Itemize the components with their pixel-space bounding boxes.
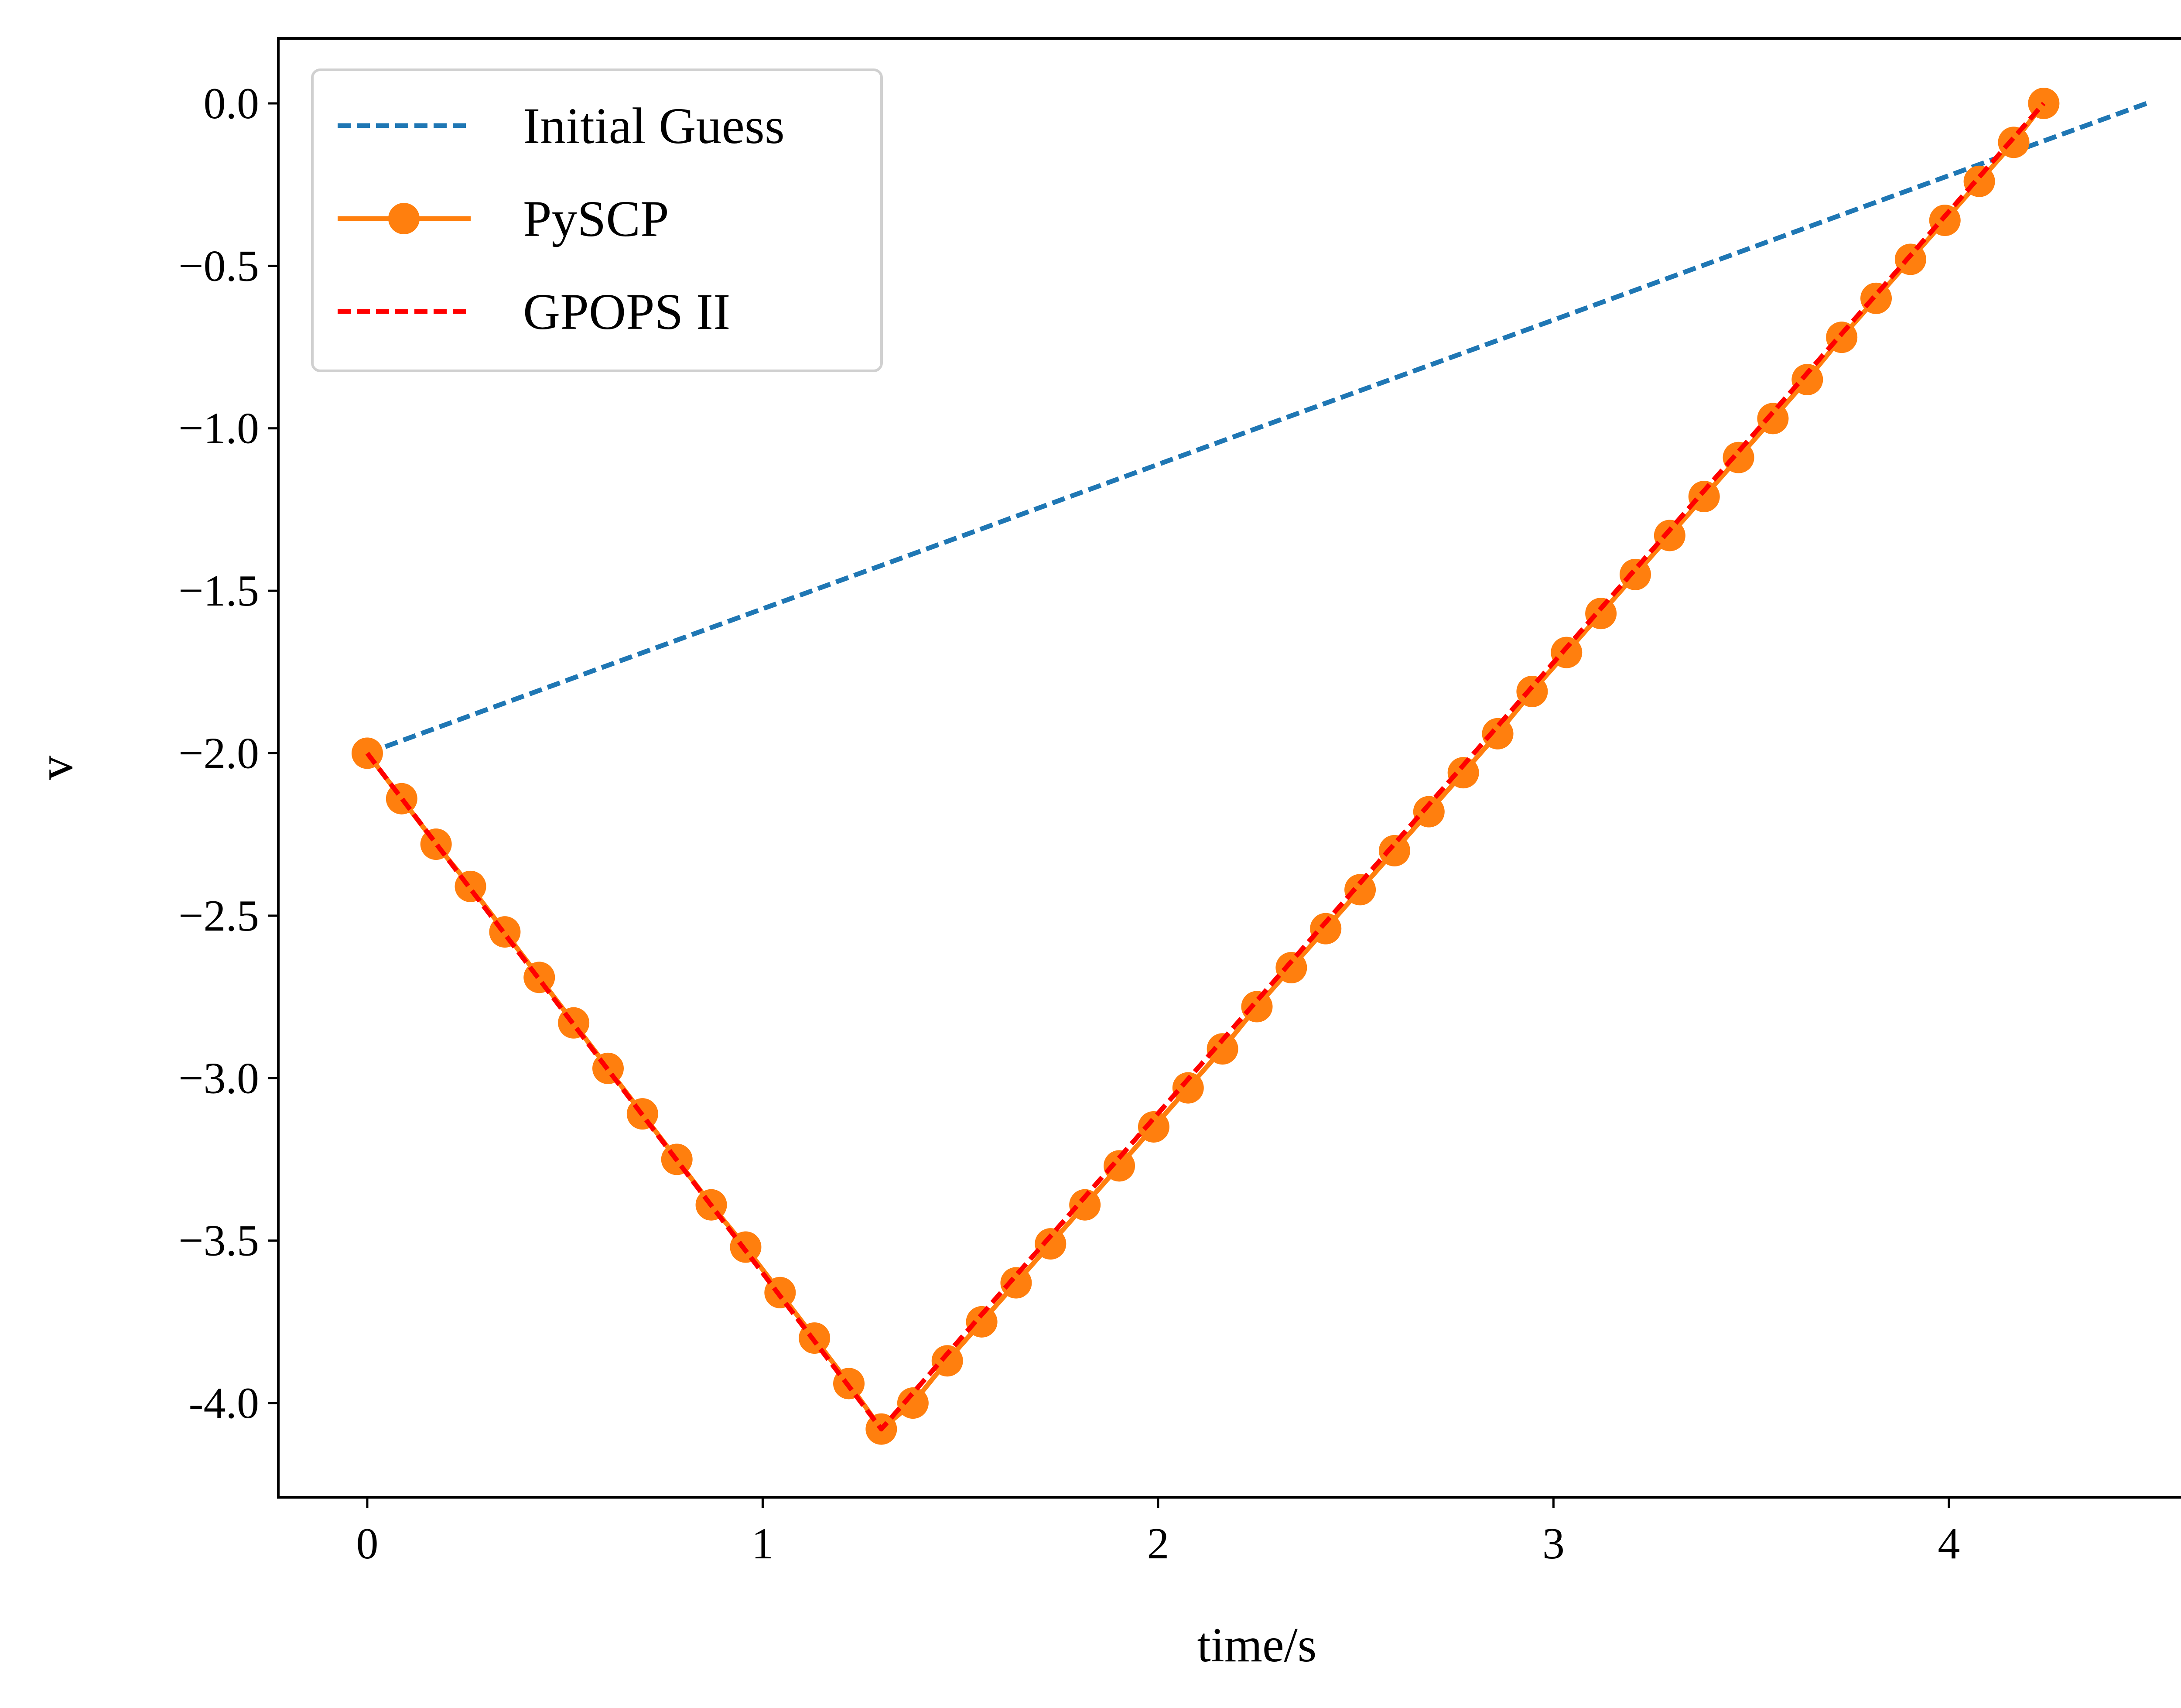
- data-point: [1619, 558, 1651, 590]
- data-point: [1310, 913, 1342, 945]
- y-tick-label: -4.0: [189, 1379, 259, 1428]
- legend: Initial Guess PySCP GPOPS II: [311, 68, 883, 372]
- data-point: [420, 828, 452, 860]
- series-0: [366, 101, 2147, 756]
- x-axis-label: time/s: [1197, 1618, 1317, 1672]
- legend-marker: [388, 203, 420, 234]
- data-point: [1998, 127, 2030, 158]
- x-tick-label: 0: [356, 1519, 378, 1568]
- data-point: [1207, 1033, 1238, 1065]
- y-tick-label: −3.0: [178, 1054, 259, 1103]
- legend-label: Initial Guess: [523, 97, 785, 154]
- legend-entry-1: PySCP: [338, 190, 669, 247]
- x-tick-label: 3: [1542, 1519, 1565, 1568]
- data-point: [1413, 796, 1445, 828]
- data-point: [1723, 442, 1754, 473]
- data-point: [1000, 1267, 1032, 1299]
- data-point: [1551, 637, 1583, 668]
- series-line-0: [366, 101, 2147, 756]
- data-point: [1654, 520, 1685, 551]
- data-point: [931, 1345, 963, 1377]
- y-tick-label: −0.5: [178, 241, 259, 291]
- data-point: [1860, 282, 1892, 314]
- data-point: [1894, 243, 1926, 275]
- y-tick-label: 0.0: [204, 79, 260, 128]
- data-point: [897, 1387, 929, 1419]
- data-point: [558, 1007, 590, 1039]
- data-point: [1378, 835, 1410, 866]
- x-tick-label: 4: [1938, 1519, 1960, 1568]
- legend-label: PySCP: [523, 190, 669, 247]
- legend-label: GPOPS II: [523, 283, 730, 340]
- data-point: [1172, 1072, 1204, 1104]
- data-point: [1482, 718, 1514, 750]
- series-line-2: [365, 102, 2046, 1432]
- data-point: [523, 962, 555, 993]
- data-point: [1791, 364, 1823, 396]
- data-point: [1344, 874, 1376, 906]
- data-point: [1104, 1150, 1135, 1182]
- data-point: [1035, 1228, 1067, 1260]
- ticks: 0 1 2 3 4 0.0 −0.5 −1.0 −1.5 −2.0 −2.5 −3.0 −3.5 -4.0: [178, 79, 1960, 1568]
- y-tick-label: −2.5: [178, 891, 259, 941]
- y-tick-label: −1.5: [178, 566, 259, 616]
- data-point: [1757, 403, 1789, 435]
- series-2: [365, 102, 2046, 1432]
- data-point: [455, 870, 486, 902]
- legend-box: [311, 68, 883, 372]
- plot-area: [351, 87, 2147, 1445]
- data-point: [1688, 481, 1720, 513]
- axes-frame: [277, 37, 2181, 1499]
- data-point: [1069, 1189, 1101, 1221]
- data-point: [1138, 1111, 1169, 1143]
- data-point: [1447, 757, 1479, 789]
- data-point: [1275, 952, 1307, 984]
- series-1: [351, 87, 2060, 1445]
- x-tick-label: 2: [1147, 1519, 1169, 1568]
- legend-entry-2: GPOPS II: [338, 283, 730, 340]
- y-tick-label: −2.0: [178, 729, 259, 778]
- x-tick-label: 1: [752, 1519, 774, 1568]
- y-axis-label: v: [29, 756, 83, 780]
- data-point: [1241, 991, 1273, 1023]
- data-point: [489, 916, 521, 948]
- data-point: [351, 737, 383, 769]
- data-point: [1585, 598, 1617, 630]
- legend-entry-0: Initial Guess: [338, 97, 785, 154]
- data-point: [1516, 675, 1548, 707]
- data-point: [966, 1306, 998, 1338]
- y-tick-label: −1.0: [178, 404, 259, 453]
- y-tick-label: −3.5: [178, 1216, 259, 1266]
